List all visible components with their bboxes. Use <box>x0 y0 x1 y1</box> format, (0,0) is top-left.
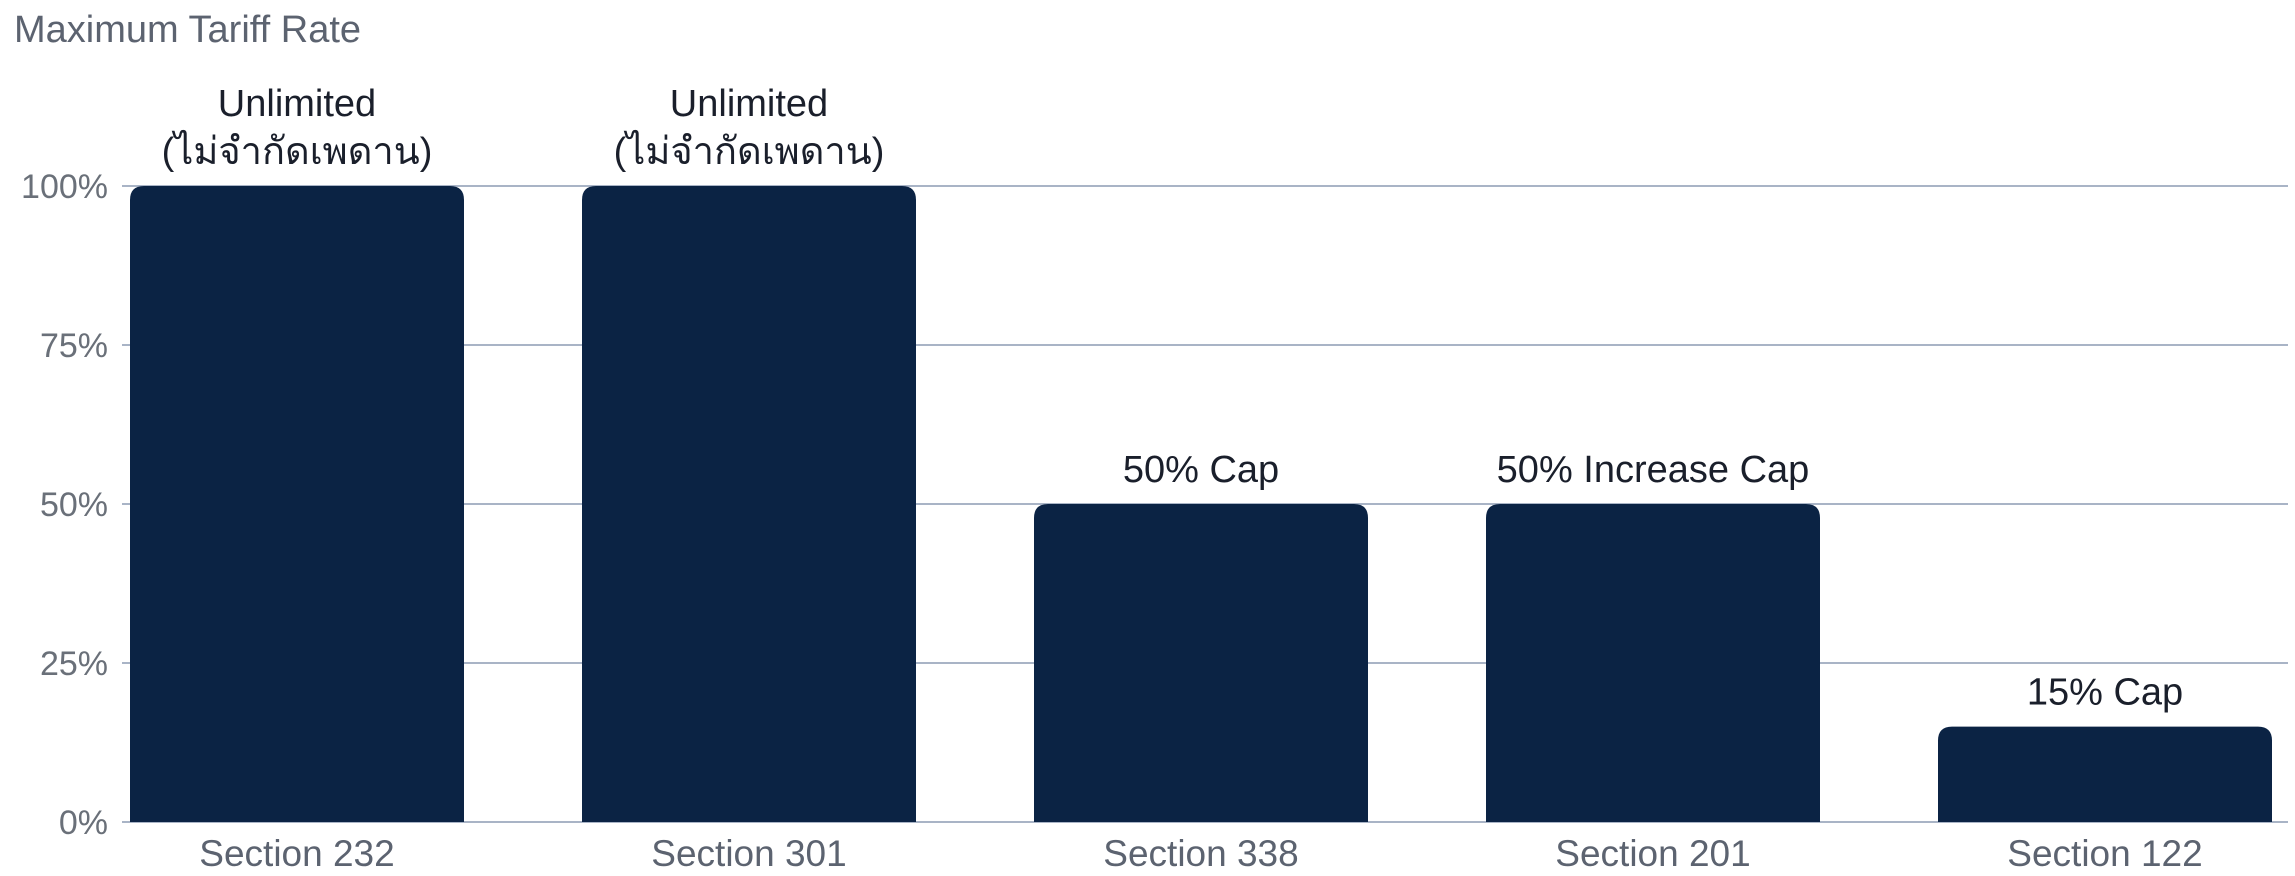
bar-section-122 <box>1938 726 2272 822</box>
y-axis-title: Maximum Tariff Rate <box>14 9 361 51</box>
x-axis-ticks: Section 232 Section 301 Section 338 Section… <box>199 833 2202 874</box>
bar-section-301 <box>582 186 916 822</box>
x-tick-label: Section 338 <box>1103 833 1298 874</box>
y-tick-label: 100% <box>21 168 108 206</box>
data-label: 50% Cap <box>1123 449 1279 491</box>
y-tick-label: 50% <box>40 486 108 524</box>
data-labels: Unlimited (ไม่จำกัดเพดาน) Unlimited (ไม่จำก… <box>162 83 2184 714</box>
y-axis-ticks: 0% 25% 50% 75% 100% <box>21 168 108 842</box>
bar-section-338 <box>1034 504 1368 822</box>
data-label: Unlimited <box>218 83 376 125</box>
x-tick-label: Section 301 <box>651 833 846 874</box>
data-label: (ไม่จำกัดเพดาน) <box>162 130 433 173</box>
data-label: 50% Increase Cap <box>1497 449 1810 491</box>
y-tick-label: 0% <box>59 804 108 842</box>
y-tick-label: 75% <box>40 327 108 365</box>
x-tick-label: Section 122 <box>2007 833 2202 874</box>
x-tick-label: Section 201 <box>1555 833 1750 874</box>
data-label: (ไม่จำกัดเพดาน) <box>614 130 885 173</box>
bar-section-201 <box>1486 504 1820 822</box>
data-label: Unlimited <box>670 83 828 125</box>
y-tick-label: 25% <box>40 645 108 683</box>
bars <box>130 186 2272 822</box>
data-label: 15% Cap <box>2027 672 2183 714</box>
bar-section-232 <box>130 186 464 822</box>
x-tick-label: Section 232 <box>199 833 394 874</box>
